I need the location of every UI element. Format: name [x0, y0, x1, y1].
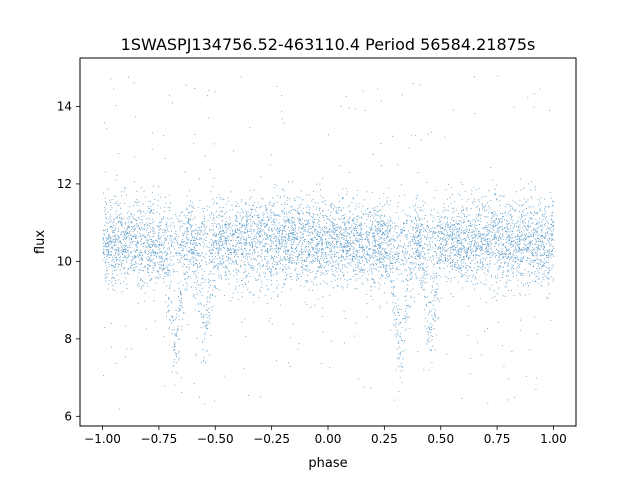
x-tick-label: 0.25	[371, 432, 398, 446]
y-axis-ticks: 6 8 10 12 14	[57, 99, 80, 423]
x-axis-ticks: −1.00 −0.75 −0.50 −0.25 0.00 0.25 0.50 0.75 1.00	[84, 426, 567, 446]
x-tick-label: −0.75	[141, 432, 178, 446]
x-axis-label: phase	[308, 456, 347, 471]
x-tick-label: 0.50	[427, 432, 454, 446]
x-tick-label: 1.00	[540, 432, 567, 446]
x-tick-label: −0.25	[253, 432, 290, 446]
x-tick-label: 0.75	[484, 432, 511, 446]
y-tick-label: 6	[64, 409, 72, 423]
x-tick-label: −1.00	[84, 432, 121, 446]
y-tick-label: 12	[57, 177, 72, 191]
x-tick-label: −0.50	[197, 432, 234, 446]
x-tick-label: 0.00	[315, 432, 342, 446]
y-tick-label: 8	[64, 332, 72, 346]
chart-title: 1SWASPJ134756.52-463110.4 Period 56584.2…	[121, 35, 536, 54]
y-tick-label: 10	[57, 254, 72, 268]
y-tick-label: 14	[57, 99, 72, 113]
y-axis-label: flux	[33, 230, 48, 254]
